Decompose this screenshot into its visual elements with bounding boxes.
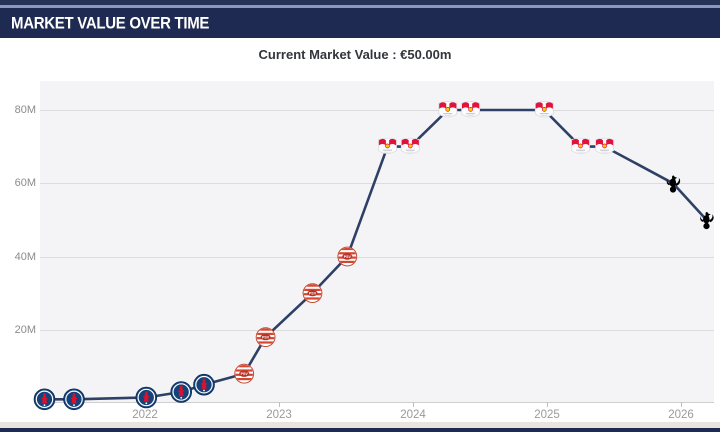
data-point-marker psg-crest-icon[interactable]: Dec 2021: €1.50m — [135, 386, 158, 409]
svg-text:PSV: PSV — [241, 372, 249, 376]
y-gridline — [40, 257, 714, 258]
data-point-marker tottenham-crest-icon[interactable]: Mar 2026: €50.00m fill="#1b2a50"> — [700, 212, 714, 230]
data-point-marker psv-crest-icon[interactable]: Sep 2022: €8.00m PSV — [234, 363, 255, 384]
x-axis-label: 2023 — [266, 409, 292, 421]
svg-text:PSV: PSV — [262, 336, 270, 340]
data-point-marker rb-leipzig-crest-icon[interactable]: Apr 2025: €70.00m — [571, 137, 590, 154]
x-axis-label: 2022 — [132, 409, 158, 421]
data-point-marker rb-leipzig-crest-icon[interactable]: Oct 2023: €70.00m — [378, 137, 397, 154]
x-axis-line — [40, 402, 714, 403]
top-accent-strip — [0, 0, 720, 5]
x-axis-tick — [413, 402, 414, 407]
x-axis-tick — [681, 402, 682, 407]
data-point-marker psg-crest-icon[interactable]: Jun 2021: €1.00m — [63, 388, 85, 411]
data-point-marker psv-crest-icon[interactable]: Nov 2022: €18.00m PSV — [255, 327, 276, 348]
x-axis-tick — [547, 402, 548, 407]
data-point-marker rb-leipzig-crest-icon[interactable]: Jun 2025: €70.00m — [595, 137, 614, 154]
x-axis-label: 2026 — [668, 409, 694, 421]
data-point-marker psv-crest-icon[interactable]: Jun 2023: €40.00m PSV — [337, 246, 358, 267]
data-point-marker psv-crest-icon[interactable]: Mar 2023: €30.00m PSV — [302, 283, 323, 304]
x-axis-label: 2024 — [400, 409, 426, 421]
data-point-marker rb-leipzig-crest-icon[interactable]: Dec 2023: €70.00m — [400, 137, 420, 154]
chart-plot-area — [40, 81, 714, 402]
svg-text:PSV: PSV — [344, 255, 352, 259]
data-point-marker psg-crest-icon[interactable]: Mar 2021: €1.00m — [33, 388, 56, 411]
data-point-marker psg-crest-icon[interactable]: Mar 2022: €3.00m — [170, 381, 192, 403]
x-axis-label: 2025 — [534, 409, 560, 421]
svg-text:PSV: PSV — [309, 292, 317, 296]
data-point-marker psg-crest-icon[interactable]: Jun 2022: €5.00m — [193, 373, 215, 396]
footer-accent-bar — [0, 428, 720, 432]
y-axis-label: 20M — [14, 324, 36, 336]
footer-band — [0, 422, 720, 428]
data-point-marker rb-leipzig-crest-icon[interactable]: Apr 2024: €80.00m — [438, 101, 458, 118]
top-separator-line — [0, 5, 720, 8]
data-point-marker rb-leipzig-crest-icon[interactable]: Dec 2024: €80.00m — [534, 101, 554, 118]
y-axis-label: 40M — [14, 251, 36, 263]
y-axis-label: 80M — [14, 104, 36, 116]
current-market-value-label: Current Market Value : €50.00m — [258, 47, 452, 62]
data-point-marker tottenham-crest-icon[interactable]: Dec 2025: €60.00m fill="#1b2a50"> — [666, 175, 681, 193]
y-gridline — [40, 183, 714, 184]
data-point-marker rb-leipzig-crest-icon[interactable]: Jun 2024: €80.00m — [461, 101, 481, 118]
section-header: MARKET VALUE OVER TIME — [0, 8, 720, 38]
section-title: MARKET VALUE OVER TIME — [11, 13, 210, 33]
y-gridline — [40, 330, 714, 331]
y-gridline — [40, 110, 714, 111]
x-axis-tick — [279, 402, 280, 407]
y-axis-label: 60M — [14, 177, 36, 189]
